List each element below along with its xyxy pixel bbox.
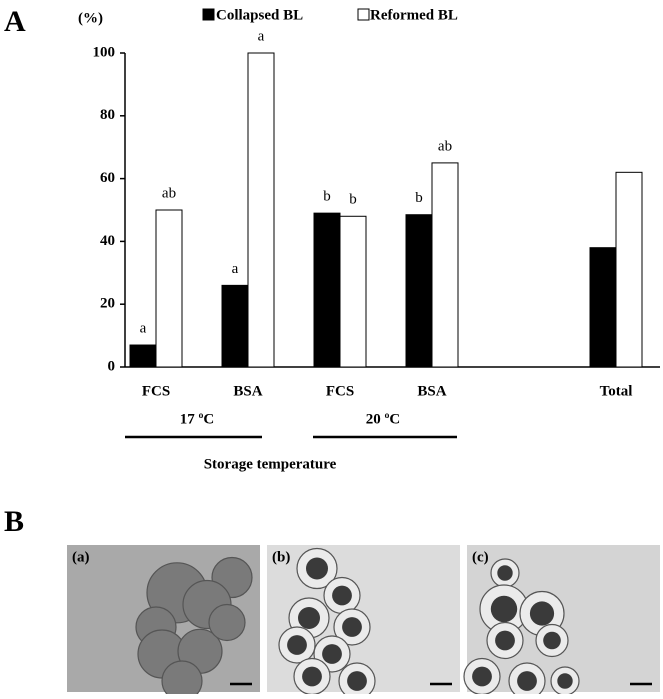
blastocyst-core bbox=[306, 557, 328, 580]
blastocyst-core bbox=[332, 585, 352, 606]
significance-letter: ab bbox=[438, 138, 452, 154]
bar bbox=[221, 284, 249, 368]
significance-letter: a bbox=[258, 28, 265, 44]
y-tick-label: 20 bbox=[100, 296, 115, 312]
group-label: 20 ºC bbox=[366, 411, 401, 427]
blastocyst-core bbox=[543, 631, 561, 650]
blastocyst-core bbox=[287, 635, 307, 655]
blastocyst-core bbox=[347, 671, 367, 691]
blastocyst-core bbox=[517, 671, 537, 691]
significance-letter: b bbox=[323, 189, 331, 205]
blastocyst-core bbox=[490, 595, 518, 623]
blastocyst bbox=[208, 603, 246, 642]
legend-swatch bbox=[357, 8, 370, 21]
blastocyst-core bbox=[497, 565, 513, 581]
blastocyst-core bbox=[322, 644, 342, 664]
bar bbox=[405, 214, 433, 368]
bar bbox=[431, 162, 459, 368]
blastocyst-core bbox=[529, 601, 555, 626]
significance-letter: a bbox=[232, 261, 239, 277]
x-tick-label: FCS bbox=[142, 383, 170, 399]
bar bbox=[155, 209, 183, 368]
blastocyst-core bbox=[342, 617, 362, 637]
bar bbox=[129, 344, 157, 368]
group-label: 17 ºC bbox=[180, 411, 215, 427]
y-tick-label: 60 bbox=[100, 170, 115, 186]
blastocyst-core bbox=[298, 607, 320, 629]
blastocyst-core bbox=[495, 630, 515, 651]
blastocyst-core bbox=[472, 666, 492, 687]
significance-letter: ab bbox=[162, 185, 176, 201]
bar bbox=[615, 171, 643, 368]
significance-letter: b bbox=[349, 192, 357, 208]
significance-letter: b bbox=[415, 190, 423, 206]
y-tick-label: 100 bbox=[93, 44, 116, 60]
blastocyst-core bbox=[302, 666, 322, 687]
y-tick-label: 40 bbox=[100, 233, 115, 249]
x-tick-label: FCS bbox=[326, 383, 354, 399]
bar bbox=[313, 212, 341, 368]
y-tick-label: 0 bbox=[108, 358, 116, 374]
panel-label: A bbox=[4, 5, 26, 38]
x-tick-label: Total bbox=[600, 383, 633, 399]
blastocyst bbox=[161, 660, 203, 699]
x-axis-title: Storage temperature bbox=[204, 456, 337, 472]
image-label: (c) bbox=[472, 549, 489, 565]
bar bbox=[247, 52, 275, 368]
image-label: (a) bbox=[72, 549, 90, 565]
x-tick-label: BSA bbox=[417, 383, 446, 399]
legend-label: Collapsed BL bbox=[216, 7, 303, 23]
bar bbox=[339, 215, 367, 368]
bar bbox=[589, 247, 617, 368]
panel-label: B bbox=[4, 505, 24, 538]
legend-swatch bbox=[202, 8, 215, 21]
image-label: (b) bbox=[272, 549, 290, 565]
significance-letter: a bbox=[140, 320, 147, 336]
legend-label: Reformed BL bbox=[370, 7, 458, 23]
x-tick-label: BSA bbox=[233, 383, 262, 399]
y-unit-label: (%) bbox=[78, 10, 103, 26]
blastocyst-core bbox=[557, 673, 573, 689]
y-tick-label: 80 bbox=[100, 107, 115, 123]
